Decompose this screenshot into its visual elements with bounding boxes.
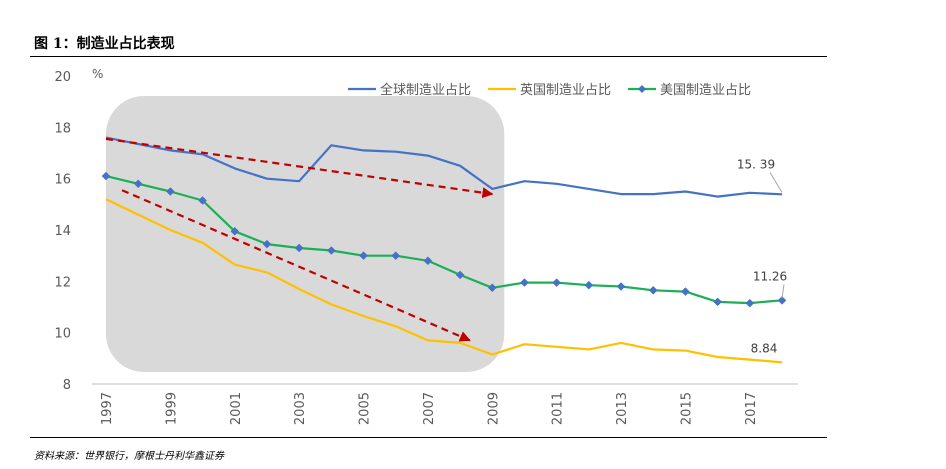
data-labels: 15. 39 11.26 8.84 [737,157,787,355]
x-tick-label: 2007 [422,392,437,425]
series-point-2 [391,251,401,261]
y-axis-ticks: 20 18 16 14 12 10 8 [54,70,71,393]
x-tick-label: 2011 [551,392,566,425]
highlight-region [106,96,505,372]
x-tick-label: 2005 [358,392,373,425]
series-point-2 [133,179,143,189]
legend-label-0: 全球制造业占比 [380,82,471,98]
y-tick-label: 16 [54,173,71,188]
source-note: 资料来源：世界银行，摩根士丹利华鑫证券 [34,451,224,462]
series-line-2 [105,175,783,305]
series-point-2 [713,297,722,307]
series-point-2 [198,196,207,205]
y-axis-unit-label: % [92,67,103,81]
series-point-2 [455,270,465,280]
series-point-2 [520,278,529,287]
legend-label-1: 英国制造业占比 [520,83,611,98]
series-point-2 [166,187,175,196]
x-tick-label: 2017 [744,392,759,425]
series-point-2 [648,285,658,295]
data-label: 15. 39 [737,157,775,171]
x-tick-label: 2003 [293,392,308,425]
y-tick-label: 8 [63,378,71,393]
x-tick-label: 2009 [486,392,501,425]
data-label: 8.84 [751,341,778,355]
y-tick-label: 18 [54,121,71,136]
series-point-2 [262,239,272,249]
series-point-2 [745,298,755,308]
series-point-2 [777,295,787,305]
series-point-2 [326,246,336,255]
trend-arrow-1 [121,189,471,342]
legend: 全球制造业占比 英国制造业占比 美国制造业占比 [348,82,751,98]
series-point-2 [616,282,626,291]
trend-arrow-0 [105,137,494,199]
y-tick-label: 14 [54,224,71,239]
trend-arrows [105,137,494,342]
data-label-leader [769,172,783,193]
x-tick-label: 1999 [164,392,179,425]
x-tick-label: 2001 [229,392,244,425]
y-tick-label: 10 [54,327,71,342]
figure-title: 图 1：制造业占比表现 [34,36,175,52]
legend-marker-2 [638,85,646,93]
data-label-leader [781,284,785,299]
series-layer [101,136,787,364]
series-point-2 [487,283,497,293]
series-point-2 [230,226,240,236]
x-tick-label: 1997 [100,392,115,425]
legend-label-2: 美国制造业占比 [660,83,751,98]
y-tick-label: 12 [54,275,71,290]
series-point-2 [681,287,690,296]
data-label: 11.26 [753,269,787,283]
x-tick-label: 2015 [679,392,694,425]
y-tick-label: 20 [54,70,71,85]
series-point-2 [552,278,562,287]
x-tick-label: 2013 [615,392,630,425]
series-line-1 [105,198,783,364]
top-rule [30,56,827,57]
series-point-2 [294,243,304,253]
series-point-2 [101,171,111,181]
series-line-0 [105,136,783,198]
series-point-2 [584,280,594,290]
series-point-2 [359,251,368,261]
x-axis-ticks: 1997 1999 2001 2003 2005 2007 2009 2011 2013 2015… [100,392,759,425]
series-point-2 [423,256,433,266]
bottom-rule [30,437,827,438]
